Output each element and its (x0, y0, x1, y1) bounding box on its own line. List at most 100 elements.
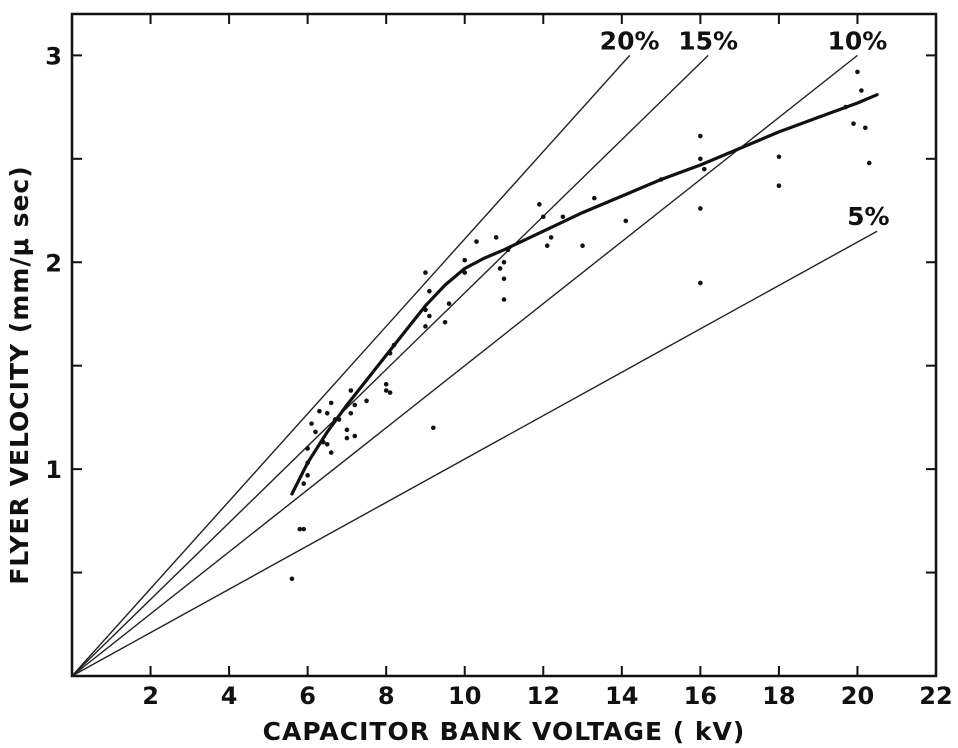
reference-line-label: 10% (827, 26, 887, 55)
data-point (344, 427, 350, 433)
reference-line-label: 15% (678, 26, 738, 55)
data-point (698, 156, 703, 162)
data-point (698, 133, 703, 139)
reference-lines: 20% 15% 10% 5% (71, 26, 890, 677)
data-point (863, 125, 868, 131)
data-point (427, 313, 432, 319)
data-point (544, 243, 550, 248)
data-point (493, 235, 499, 240)
x-tick-label: 16 (684, 682, 717, 710)
data-point (776, 183, 782, 189)
data-point (364, 398, 369, 404)
data-point (321, 439, 326, 445)
data-point (560, 214, 566, 220)
data-point (344, 435, 350, 441)
reference-line-label: 20% (600, 26, 660, 55)
y-tick-label: 2 (45, 249, 62, 277)
fit-curve (290, 93, 879, 496)
data-point (383, 382, 389, 387)
data-point (505, 247, 511, 253)
data-point (309, 421, 314, 426)
data-point (698, 206, 703, 211)
data-point (843, 104, 848, 110)
x-axis-label: CAPACITOR BANK VOLTAGE ( kV) (263, 717, 746, 746)
data-point (701, 166, 707, 172)
data-point (474, 239, 479, 244)
data-point (501, 297, 507, 302)
data-point (851, 121, 856, 126)
data-point (328, 400, 334, 406)
data-point (305, 473, 310, 478)
data-point (352, 402, 358, 408)
x-tick-label: 6 (299, 682, 316, 710)
x-tick-label: 22 (919, 682, 952, 710)
data-point (442, 319, 448, 325)
data-point (423, 307, 428, 313)
data-point (336, 417, 342, 422)
data-point (317, 408, 322, 414)
data-point (462, 257, 468, 263)
data-point (623, 218, 629, 224)
data-point (548, 235, 554, 240)
x-tick-label: 4 (221, 682, 238, 710)
x-tick-label: 2 (142, 682, 159, 710)
data-point (324, 442, 330, 447)
data-point (348, 410, 354, 416)
data-point (387, 350, 393, 356)
data-point (658, 177, 664, 182)
plot-border (70, 12, 938, 678)
data-point (423, 270, 428, 275)
data-point (423, 324, 428, 329)
data-point (301, 526, 307, 532)
data-point (348, 388, 354, 393)
data-point (301, 481, 307, 486)
data-point (866, 160, 872, 166)
data-point (328, 450, 334, 455)
x-tick-label: 18 (762, 682, 795, 710)
data-point (462, 270, 468, 275)
data-point (497, 266, 503, 271)
x-tick-label: 8 (378, 682, 395, 710)
data-point (698, 280, 703, 286)
reference-line (71, 54, 631, 677)
data-point (592, 195, 597, 201)
plot-frame (70, 12, 938, 678)
data-point (501, 259, 507, 265)
y-tick-label: 1 (45, 456, 62, 484)
reference-line-label: 5% (847, 202, 889, 231)
reference-line (71, 54, 709, 677)
data-point (297, 526, 303, 532)
data-point (446, 301, 452, 306)
data-point (537, 202, 542, 207)
reference-line (71, 54, 858, 677)
data-point (540, 214, 546, 220)
y-tick-label: 3 (45, 42, 62, 70)
data-point (859, 88, 864, 93)
x-tick-label: 10 (448, 682, 481, 710)
x-tick-label: 12 (527, 682, 560, 710)
data-point (855, 69, 860, 75)
data-point (332, 417, 338, 422)
data-point (427, 288, 432, 294)
data-point (431, 425, 436, 431)
data-point (776, 154, 782, 160)
reference-line (71, 230, 878, 677)
data-points (289, 69, 872, 582)
data-point (391, 342, 397, 348)
data-point (383, 388, 389, 393)
y-axis-label: FLYER VELOCITY (mm/μ sec) (5, 165, 34, 584)
data-point (387, 390, 393, 395)
x-tick-label: 14 (605, 682, 638, 710)
fit-curve-group (290, 93, 879, 496)
data-point (580, 243, 585, 248)
data-point (305, 460, 310, 466)
data-point (352, 433, 358, 439)
x-tick-label: 20 (841, 682, 874, 710)
data-point (305, 446, 310, 451)
data-point (501, 276, 507, 282)
data-point (324, 410, 330, 416)
data-point (289, 576, 295, 582)
data-point (313, 429, 318, 435)
